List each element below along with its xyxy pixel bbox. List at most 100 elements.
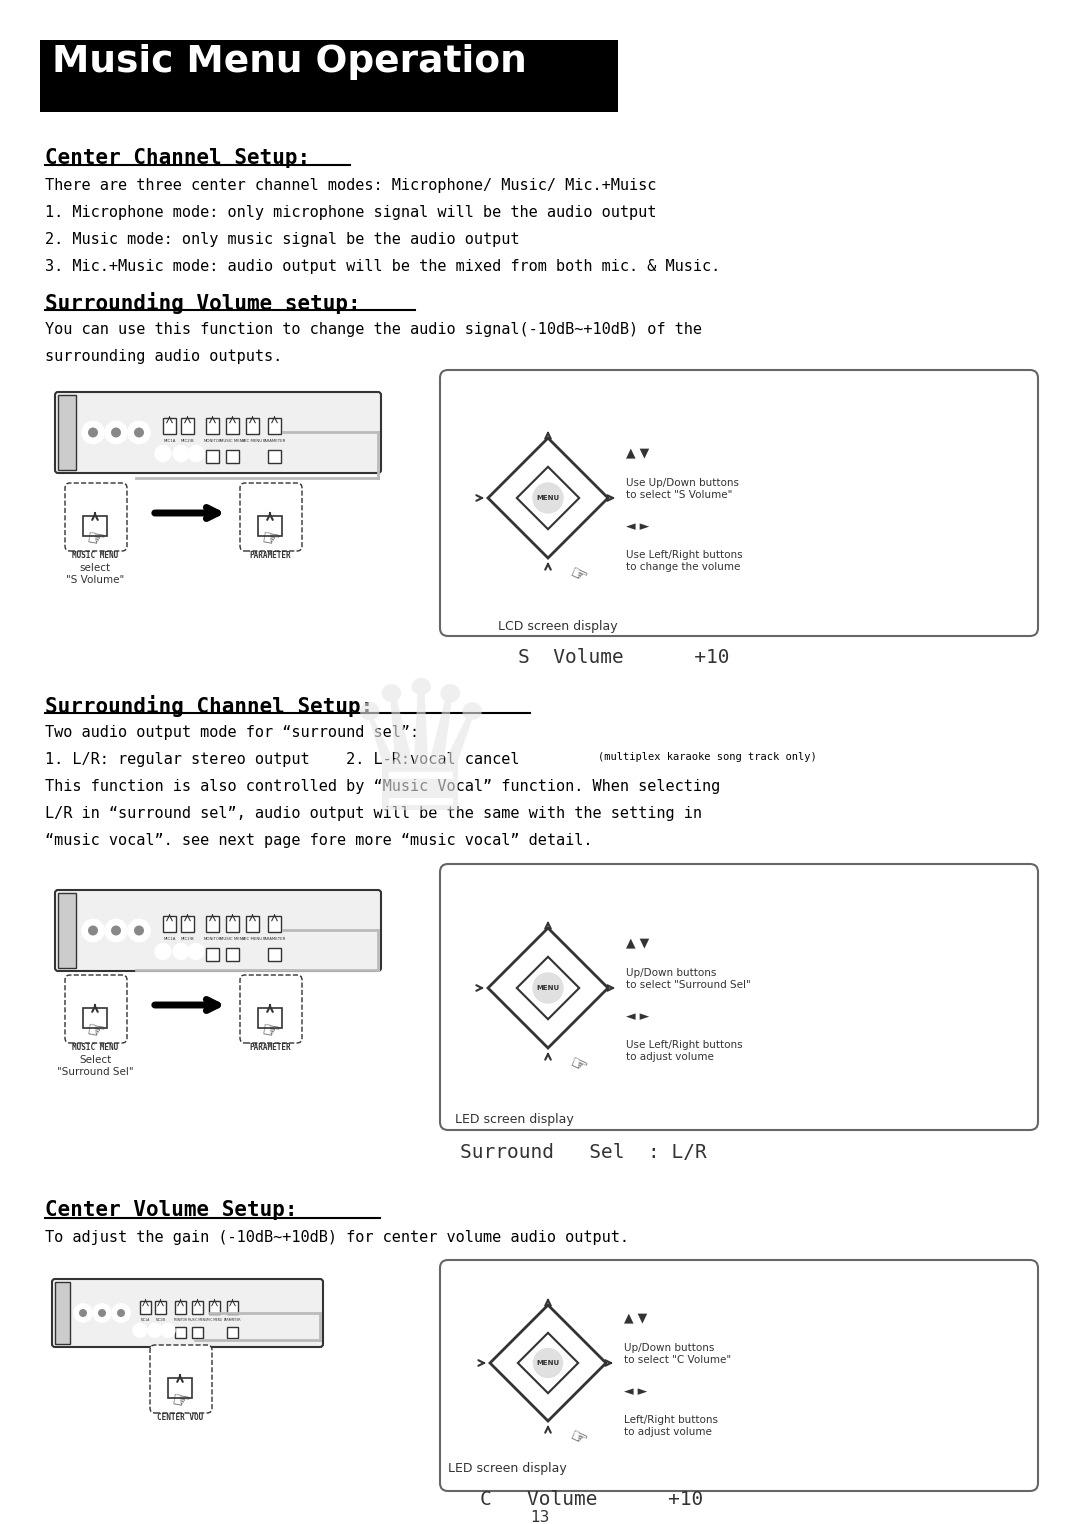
Text: There are three center channel modes: Microphone/ Music/ Mic.+Muisc: There are three center channel modes: Mi… [45,178,657,194]
Text: MENU: MENU [537,985,559,991]
Bar [246,418,259,434]
FancyBboxPatch shape [240,483,302,552]
Bar [268,418,281,434]
Text: MIC2/B: MIC2/B [156,1318,165,1321]
Bar [226,948,239,960]
Text: (multiplex karaoke song track only): (multiplex karaoke song track only) [598,751,816,762]
Text: MIC MENU: MIC MENU [207,1318,222,1321]
Text: Up/Down buttons
to select "C Volume": Up/Down buttons to select "C Volume" [624,1343,731,1364]
FancyBboxPatch shape [52,1279,323,1347]
Text: ◄ ►: ◄ ► [624,1385,647,1398]
Circle shape [133,1323,147,1338]
Bar [58,395,76,469]
Text: ☞: ☞ [84,529,106,552]
Text: ☞: ☞ [566,1053,590,1077]
Text: Select
"Surround Sel": Select "Surround Sel" [56,1055,133,1076]
Circle shape [188,445,204,462]
Text: 1. Microphone mode: only microphone signal will be the audio output: 1. Microphone mode: only microphone sign… [45,206,657,219]
Text: select
"S Volume": select "S Volume" [66,562,124,585]
Bar [227,1301,238,1314]
FancyBboxPatch shape [440,370,1038,636]
Text: MUSIC MENU: MUSIC MENU [219,439,245,442]
FancyBboxPatch shape [55,392,381,472]
Text: LED screen display: LED screen display [448,1462,567,1475]
Text: Up/Down buttons
to select "Surround Sel": Up/Down buttons to select "Surround Sel" [626,968,751,989]
Circle shape [129,919,150,942]
Text: PARAMETER: PARAMETER [249,1042,291,1052]
Circle shape [82,919,104,942]
Bar [206,948,219,960]
Circle shape [79,1309,87,1317]
Text: 3. Mic.+Music mode: audio output will be the mixed from both mic. & Music.: 3. Mic.+Music mode: audio output will be… [45,259,720,274]
Bar [40,40,618,111]
Text: MIC2/B: MIC2/B [180,439,194,442]
Text: ▲ ▼: ▲ ▼ [626,447,649,459]
Text: Use Left/Right buttons
to change the volume: Use Left/Right buttons to change the vol… [626,550,743,572]
Circle shape [148,1323,162,1338]
Text: Center Volume Setup:: Center Volume Setup: [45,1199,297,1221]
Text: MIC MENU: MIC MENU [242,439,262,442]
Text: 13: 13 [530,1510,550,1524]
Bar [181,916,194,933]
Text: Surrounding Channel Setup:: Surrounding Channel Setup: [45,695,374,716]
Bar [168,1378,192,1398]
Bar [226,916,239,933]
Circle shape [82,422,104,443]
Text: CENTER VOU: CENTER VOU [157,1413,203,1422]
Bar [206,418,219,434]
Circle shape [111,428,121,437]
Text: MUSIC MENU: MUSIC MENU [219,937,245,940]
Circle shape [105,422,127,443]
Bar [163,418,176,434]
Bar [246,916,259,933]
Text: MIC2/B: MIC2/B [180,937,194,940]
Circle shape [117,1309,125,1317]
Text: Surround   Sel  : L/R: Surround Sel : L/R [460,1143,706,1161]
Text: Center Channel Setup:: Center Channel Setup: [45,148,310,168]
Bar [175,1301,186,1314]
Text: PARAMETER: PARAMETER [249,552,291,559]
Bar [268,450,281,462]
Circle shape [156,445,171,462]
Bar [156,1301,166,1314]
Text: ☞: ☞ [566,562,590,588]
Text: ♛: ♛ [339,672,501,847]
Circle shape [105,919,127,942]
Text: You can use this function to change the audio signal(-10dB~+10dB) of the: You can use this function to change the … [45,322,702,337]
Text: MUSIC MENU: MUSIC MENU [188,1318,207,1321]
Bar [206,916,219,933]
Bar [163,916,176,933]
FancyBboxPatch shape [65,483,127,552]
Circle shape [129,422,150,443]
Circle shape [87,428,98,437]
Text: MENU: MENU [537,1359,559,1366]
Text: To adjust the gain (-10dB~+10dB) for center volume audio output.: To adjust the gain (-10dB~+10dB) for cen… [45,1230,629,1245]
Text: ▲ ▼: ▲ ▼ [626,936,649,949]
Bar [258,517,282,536]
Text: ◄ ►: ◄ ► [626,1010,649,1023]
Text: PARAMETER: PARAMETER [262,439,286,442]
Circle shape [161,1323,175,1338]
Text: ▲ ▼: ▲ ▼ [624,1311,647,1324]
Bar [140,1301,151,1314]
Text: 2. Music mode: only music signal be the audio output: 2. Music mode: only music signal be the … [45,232,519,247]
Text: MIC1A: MIC1A [140,1318,150,1321]
Bar [192,1327,203,1338]
FancyBboxPatch shape [150,1346,212,1413]
FancyBboxPatch shape [440,1260,1038,1490]
Bar [206,450,219,462]
Circle shape [134,428,144,437]
Bar [55,1282,70,1344]
Text: Surrounding Volume setup:: Surrounding Volume setup: [45,293,361,314]
Text: Music Menu Operation: Music Menu Operation [52,44,527,79]
Text: LCD screen display: LCD screen display [498,620,618,632]
Text: Two audio output mode for “surround sel”:: Two audio output mode for “surround sel”… [45,725,419,741]
FancyBboxPatch shape [240,975,302,1042]
Bar [258,1007,282,1029]
Polygon shape [517,466,579,529]
Text: This function is also controlled by “Music Vocal” function. When selecting: This function is also controlled by “Mus… [45,779,720,794]
Text: Left/Right buttons
to adjust volume: Left/Right buttons to adjust volume [624,1414,718,1437]
FancyBboxPatch shape [65,975,127,1042]
Circle shape [98,1309,106,1317]
Bar [83,1007,107,1029]
